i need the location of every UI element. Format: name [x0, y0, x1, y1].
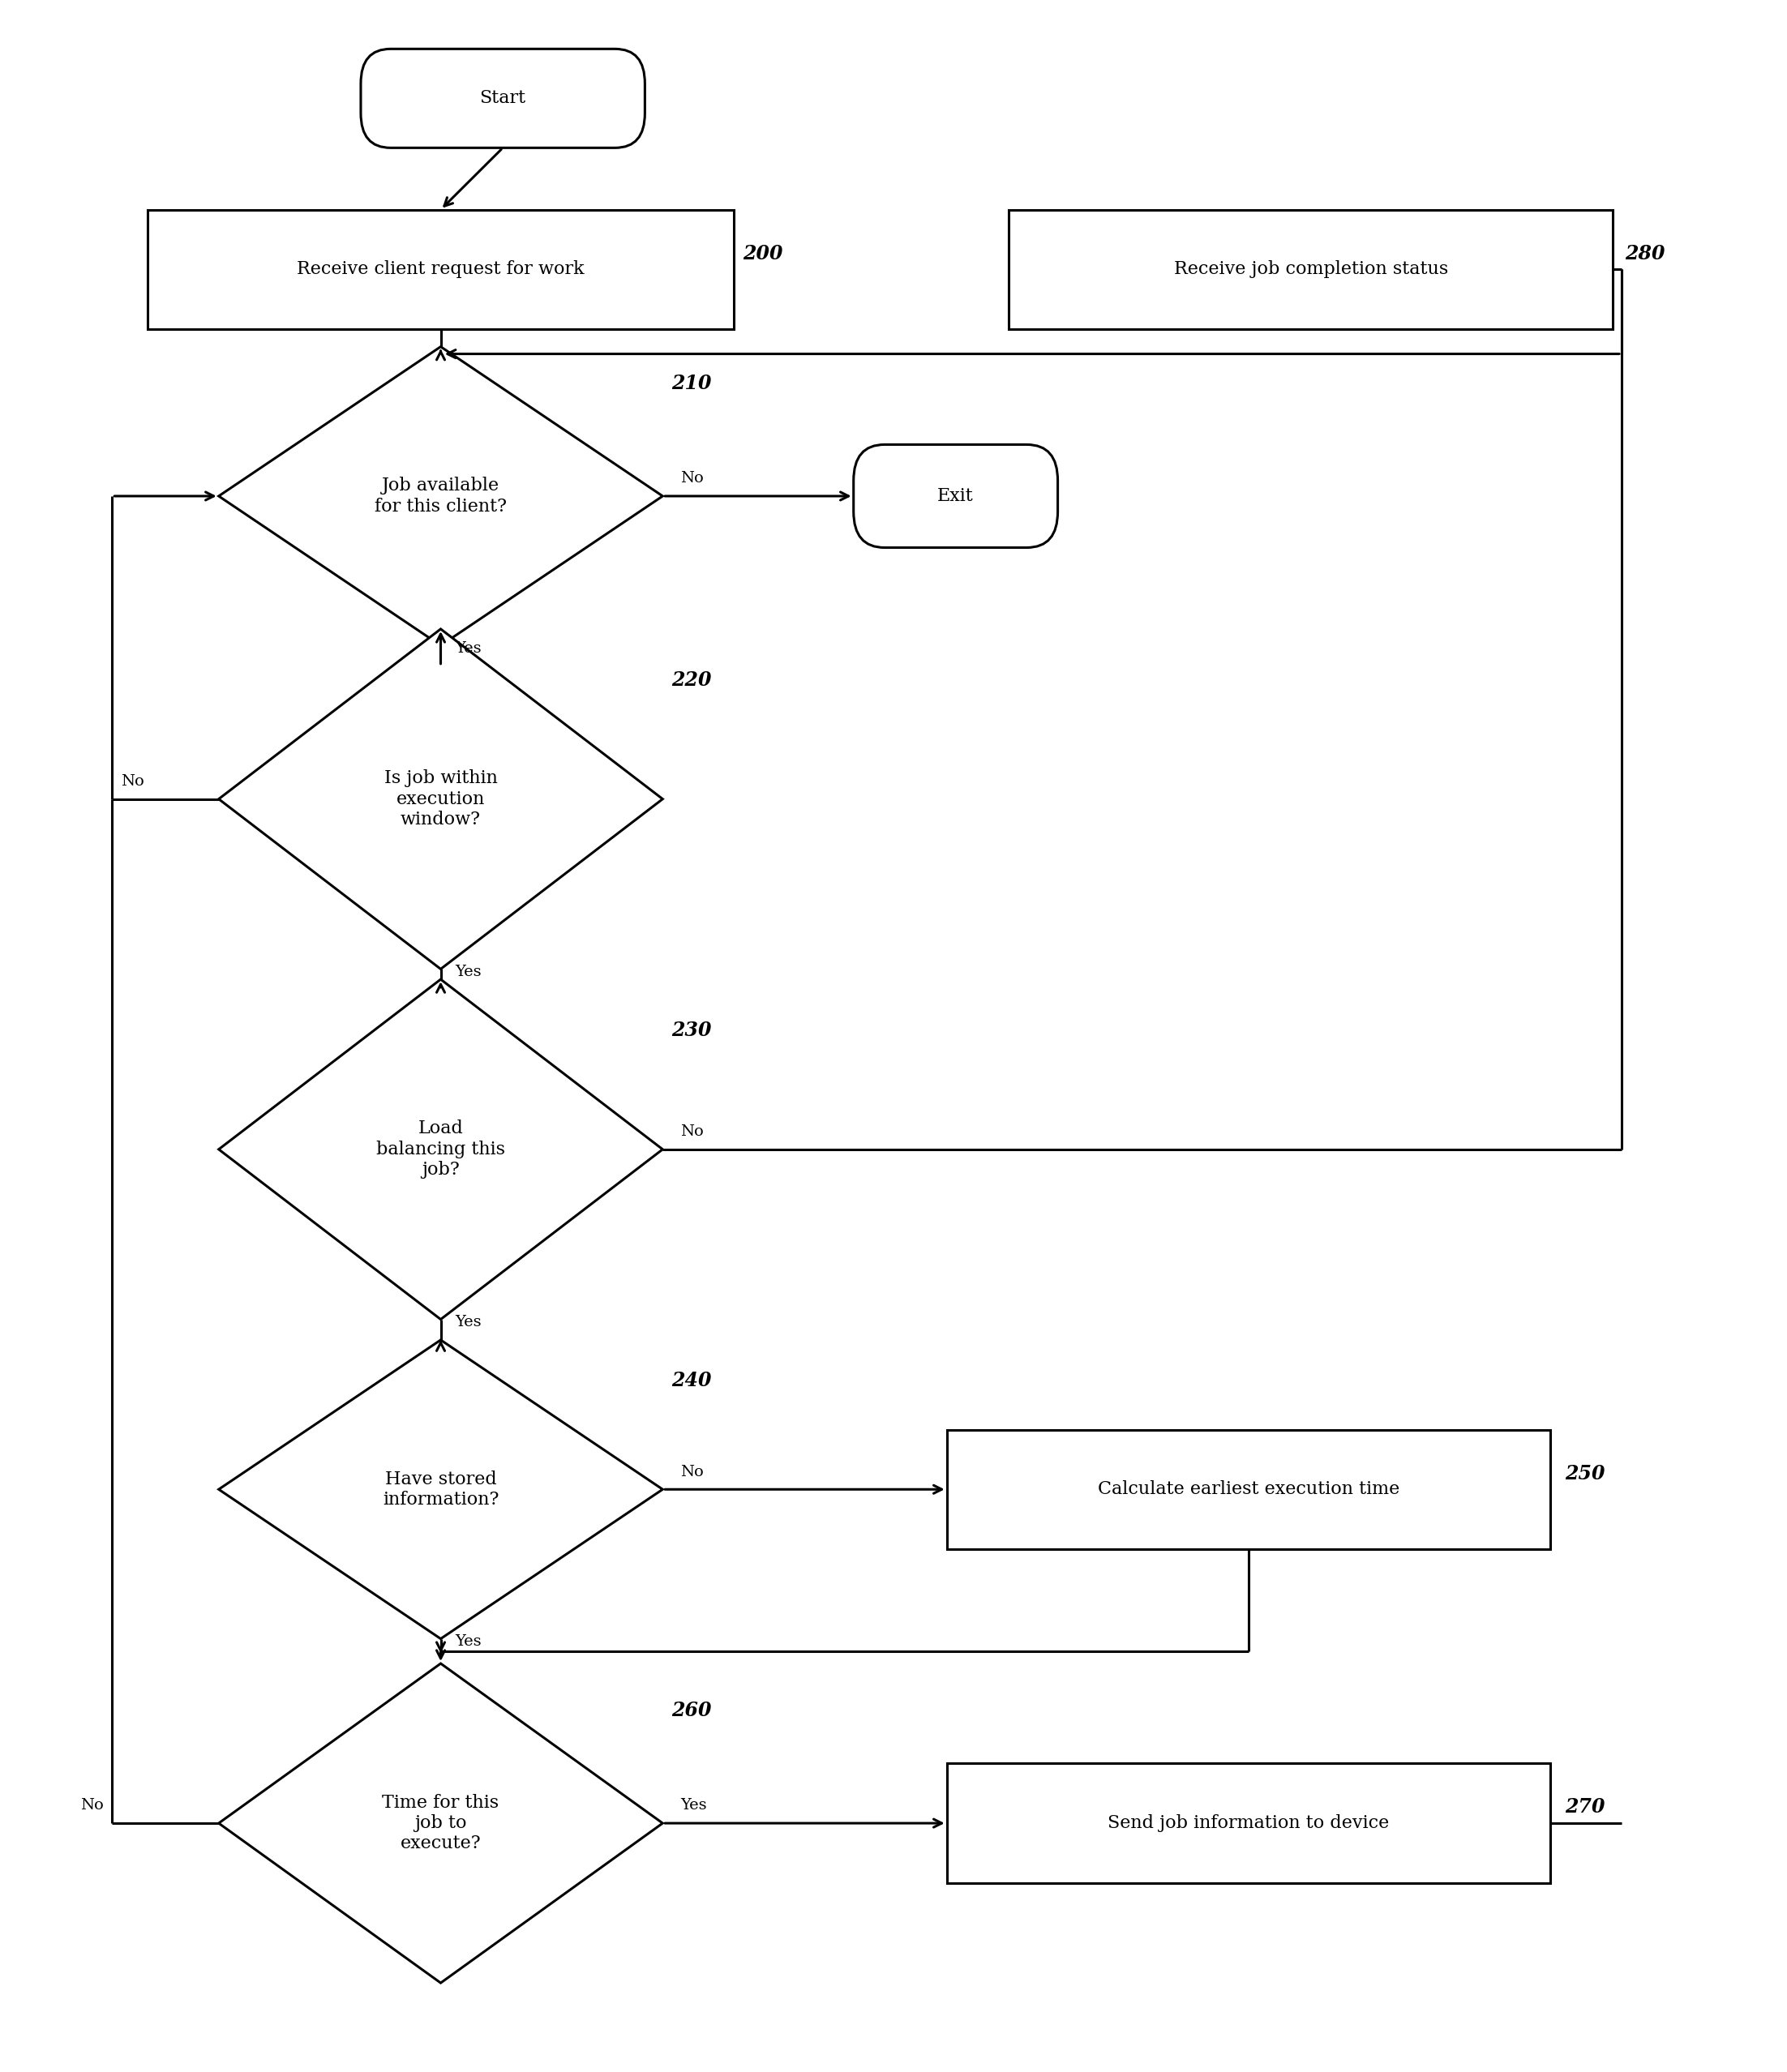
Text: Yes: Yes [681, 1798, 708, 1813]
Bar [1010, 209, 1612, 329]
Text: No: No [681, 1125, 704, 1140]
Text: No: No [681, 1465, 704, 1479]
Text: 200: 200 [743, 244, 783, 263]
Text: Job available
for this client?: Job available for this client? [375, 477, 508, 516]
FancyBboxPatch shape [854, 445, 1058, 547]
Text: Send job information to device: Send job information to device [1108, 1815, 1390, 1832]
Text: Calculate earliest execution time: Calculate earliest execution time [1097, 1481, 1399, 1498]
Text: 270: 270 [1565, 1798, 1605, 1817]
Text: No: No [681, 470, 704, 485]
Text: Load
balancing this
job?: Load balancing this job? [377, 1119, 506, 1179]
Text: 230: 230 [672, 1021, 711, 1040]
Polygon shape [218, 1341, 663, 1639]
Polygon shape [218, 980, 663, 1320]
Text: No: No [80, 1798, 104, 1813]
Text: Receive client request for work: Receive client request for work [297, 261, 584, 278]
FancyBboxPatch shape [361, 50, 645, 147]
Text: 250: 250 [1565, 1463, 1605, 1484]
Polygon shape [218, 1664, 663, 1983]
Text: 210: 210 [672, 373, 711, 394]
Text: 260: 260 [672, 1701, 711, 1720]
Text: No: No [122, 775, 145, 789]
Bar [947, 1763, 1551, 1883]
Text: Yes: Yes [456, 966, 481, 980]
Text: Start: Start [479, 89, 525, 108]
Text: Receive job completion status: Receive job completion status [1174, 261, 1447, 278]
Text: Yes: Yes [456, 640, 481, 657]
Text: Yes: Yes [456, 1635, 481, 1649]
Text: Have stored
information?: Have stored information? [382, 1471, 499, 1508]
Text: 240: 240 [672, 1372, 711, 1390]
Text: Yes: Yes [456, 1316, 481, 1330]
Text: Time for this
job to
execute?: Time for this job to execute? [382, 1794, 499, 1852]
Text: 220: 220 [672, 671, 711, 690]
Bar [148, 209, 734, 329]
Text: Is job within
execution
window?: Is job within execution window? [384, 769, 497, 829]
Polygon shape [218, 346, 663, 646]
Text: Exit: Exit [938, 487, 974, 506]
Bar [947, 1430, 1551, 1550]
Polygon shape [218, 630, 663, 970]
Text: 280: 280 [1624, 244, 1665, 263]
